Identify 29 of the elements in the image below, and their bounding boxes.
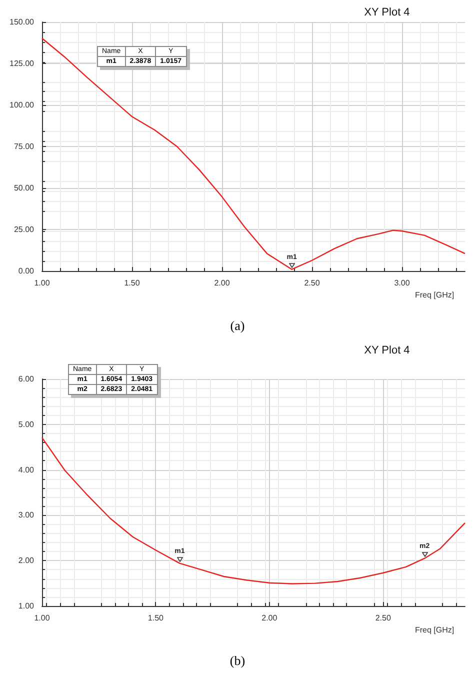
- y-tick-label: 0.00: [18, 266, 35, 276]
- y-tick-label: 3.00: [18, 510, 35, 520]
- x-tick-label: 2.50: [304, 278, 320, 288]
- text: (b): [230, 653, 246, 668]
- line-series: [41, 436, 466, 584]
- x-axis-title: Freq [GHz]: [415, 626, 454, 634]
- text: (a): [230, 318, 245, 333]
- x-tick-label: 1.00: [34, 614, 50, 622]
- x-tick-label: 1.50: [124, 278, 140, 288]
- y-tick-label: 4.00: [18, 465, 35, 474]
- x-tick-label: 1.50: [148, 614, 164, 622]
- x-tick-label: 2.00: [214, 278, 230, 288]
- y-tick-label: 75.00: [14, 142, 35, 151]
- y-tick-label: 6.00: [18, 374, 35, 384]
- x-axis-title: Freq [GHz]: [415, 290, 454, 300]
- y-tick-label: 1.00: [18, 602, 35, 610]
- x-tick-label: 2.50: [375, 614, 392, 622]
- chart-title: XY Plot 4: [364, 6, 410, 18]
- x-tick-label: 1.00: [34, 278, 50, 288]
- chart-title: XY Plot 4: [364, 344, 410, 356]
- y-tick-label: 125.00: [10, 59, 35, 68]
- y-tick-label: 50.00: [14, 184, 35, 192]
- y-tick-label: 2.00: [18, 556, 35, 566]
- x-tick-label: 3.00: [394, 278, 410, 288]
- y-tick-label: 5.00: [18, 420, 35, 429]
- y-tick-label: 150.00: [10, 18, 35, 26]
- y-tick-label: 100.00: [10, 100, 35, 110]
- x-tick-label: 2.00: [262, 614, 278, 622]
- y-tick-label: 25.00: [14, 225, 35, 234]
